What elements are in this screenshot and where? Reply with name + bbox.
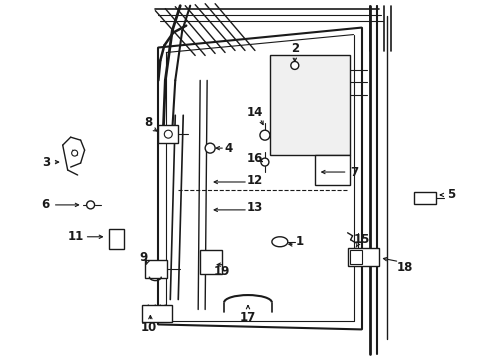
Bar — [314, 155, 349, 185]
Text: 3: 3 — [41, 156, 50, 168]
Circle shape — [72, 150, 78, 156]
Text: 15: 15 — [353, 233, 369, 246]
Bar — [269, 55, 349, 155]
Bar — [108, 229, 124, 249]
Text: 11: 11 — [67, 230, 83, 243]
Text: 13: 13 — [246, 201, 263, 215]
Text: 14: 14 — [246, 106, 263, 119]
Circle shape — [290, 62, 298, 69]
Text: 19: 19 — [213, 265, 230, 278]
Bar — [145, 260, 167, 278]
Circle shape — [205, 143, 215, 153]
Bar — [142, 305, 172, 323]
Bar — [347, 248, 379, 266]
Text: 4: 4 — [224, 141, 232, 155]
Bar — [158, 125, 178, 143]
Bar — [349, 250, 361, 264]
Bar — [200, 250, 222, 274]
Text: 17: 17 — [240, 311, 256, 324]
Text: 7: 7 — [350, 166, 358, 179]
Text: 18: 18 — [395, 261, 412, 274]
Text: 1: 1 — [295, 235, 303, 248]
Circle shape — [86, 201, 94, 209]
Text: 6: 6 — [41, 198, 50, 211]
Text: 9: 9 — [139, 251, 147, 264]
Circle shape — [164, 130, 172, 138]
Text: 16: 16 — [246, 152, 263, 165]
Text: 10: 10 — [140, 321, 156, 334]
Circle shape — [261, 158, 268, 166]
Bar — [413, 192, 435, 204]
Text: 12: 12 — [246, 174, 263, 186]
Text: 2: 2 — [290, 42, 298, 55]
Text: 5: 5 — [446, 188, 454, 202]
Circle shape — [260, 130, 269, 140]
Text: 8: 8 — [144, 116, 152, 129]
